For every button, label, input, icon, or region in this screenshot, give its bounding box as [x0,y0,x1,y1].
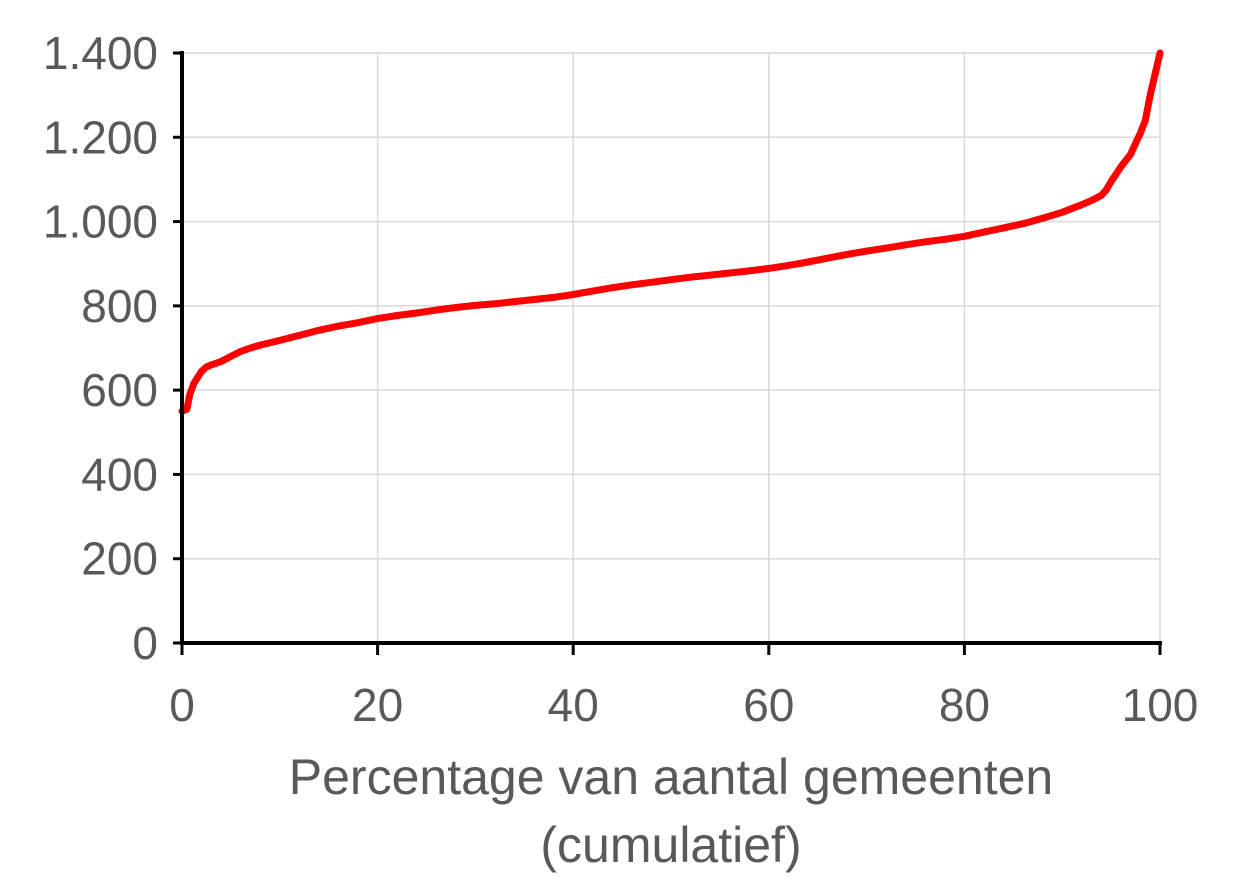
x-tick-label-4: 80 [939,679,990,731]
grid [182,52,1161,643]
x-axis-label-line-2: (cumulatief) [540,817,801,873]
series-line-0 [178,49,1164,415]
x-tick-label-2: 40 [548,679,599,731]
x-ticks: 0 20 40 60 80 100 [169,643,1198,731]
x-tick-label-3: 60 [743,679,794,731]
x-tick-label-5: 100 [1122,679,1199,731]
axes [180,51,1162,645]
x-axis-label-line-1: Percentage van aantal gemeenten [289,749,1053,805]
series-layer [178,49,1164,415]
y-tick-label-0: 0 [132,617,158,669]
y-tick-label-2: 400 [81,448,158,500]
y-tick-label-6: 1.200 [43,111,158,163]
y-tick-label-3: 600 [81,364,158,416]
y-tick-label-5: 1.000 [43,196,158,248]
y-ticks: 0 200 400 600 800 1.000 1.200 1.400 [43,27,182,669]
y-tick-label-7: 1.400 [43,27,158,79]
x-tick-label-0: 0 [169,679,195,731]
x-tick-label-1: 20 [352,679,403,731]
y-tick-label-4: 800 [81,280,158,332]
y-tick-label-1: 200 [81,533,158,585]
